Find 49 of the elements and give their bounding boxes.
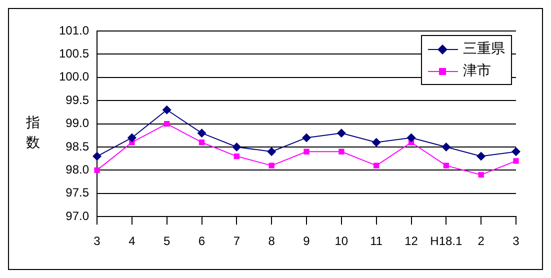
x-tick-label: 11 <box>370 234 383 248</box>
y-tick-label: 99.0 <box>66 116 90 130</box>
point <box>267 147 276 156</box>
x-tick-label: 2 <box>478 234 485 248</box>
y-tick-label: 98.0 <box>66 162 90 177</box>
point <box>127 133 136 142</box>
x-tick-label: 10 <box>334 234 348 248</box>
point <box>234 153 240 160</box>
point <box>198 140 205 146</box>
point <box>336 128 346 138</box>
x-tick-label: 4 <box>128 234 136 248</box>
x-tick-label: H18.1 <box>430 234 463 248</box>
point <box>304 148 310 154</box>
x-tick-label: 9 <box>303 234 310 248</box>
x-tick-label: 12 <box>404 234 418 248</box>
y-tick-label: 100.5 <box>59 46 90 61</box>
point <box>512 147 520 156</box>
y-axis-title: 指数 <box>25 114 41 153</box>
point <box>513 158 519 164</box>
point <box>162 105 172 114</box>
y-tick-label: 100.0 <box>59 70 90 84</box>
point <box>442 142 451 152</box>
point <box>476 152 486 161</box>
x-tick-label: 5 <box>164 234 171 248</box>
point <box>164 120 170 127</box>
legend-label: 津市 <box>463 62 491 80</box>
point <box>197 128 206 138</box>
y-tick-label: 98.5 <box>66 139 90 154</box>
point <box>268 162 274 168</box>
y-tick-label: 101.0 <box>59 23 90 38</box>
y-tick-label: 97.0 <box>66 208 90 223</box>
point <box>406 133 416 142</box>
x-tick-label: 6 <box>198 234 206 248</box>
point <box>232 142 242 152</box>
legend-label: 三重県 <box>463 40 505 58</box>
point <box>338 148 344 154</box>
x-tick-label: 3 <box>94 234 101 248</box>
x-tick-label: 8 <box>268 234 276 248</box>
point <box>443 162 449 168</box>
y-tick-label: 97.5 <box>66 186 90 200</box>
y-tick-label: 99.5 <box>66 92 90 107</box>
point <box>92 152 102 161</box>
point <box>372 138 381 147</box>
point <box>478 172 484 178</box>
point <box>94 167 100 174</box>
point <box>302 133 312 142</box>
x-tick-label: 3 <box>512 234 520 248</box>
x-tick-label: 7 <box>233 234 240 248</box>
point <box>374 162 380 168</box>
